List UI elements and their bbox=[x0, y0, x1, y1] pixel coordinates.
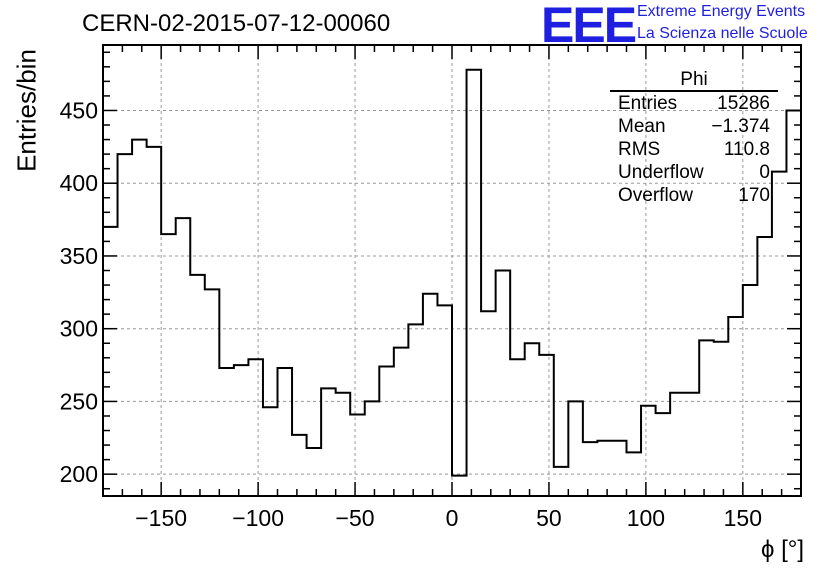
histogram-bin bbox=[481, 311, 496, 496]
histogram-bin bbox=[728, 317, 743, 496]
stats-label: Overflow bbox=[618, 185, 693, 206]
histogram-bin bbox=[568, 401, 583, 496]
tick-labels: −150 −100 −50 0 50 100 150 200 250 300 350 400 450 bbox=[60, 97, 762, 531]
histogram-bin bbox=[248, 359, 263, 496]
histogram-bin bbox=[714, 342, 729, 496]
stats-value: 15286 bbox=[717, 93, 770, 114]
run-title: CERN-02-2015-07-12-00060 bbox=[82, 10, 391, 37]
histogram-bin bbox=[757, 237, 772, 496]
y-tick-label: 200 bbox=[60, 461, 98, 487]
stats-label: Mean bbox=[618, 116, 666, 137]
histogram-bin bbox=[205, 289, 220, 496]
y-tick-label: 300 bbox=[60, 316, 98, 342]
histogram-bin bbox=[641, 406, 656, 496]
histogram-bin bbox=[263, 407, 278, 496]
histogram-bin bbox=[656, 413, 671, 496]
histogram-bin bbox=[423, 294, 438, 496]
histogram-bin bbox=[772, 172, 787, 496]
histogram-bin bbox=[190, 275, 205, 496]
histogram-bin bbox=[176, 218, 191, 496]
histogram-bin bbox=[525, 343, 540, 496]
histogram-bin bbox=[219, 368, 234, 496]
stats-box: Phi Entries 15286 Mean −1.374 RMS 110.8 … bbox=[610, 70, 778, 207]
logo-caption-line1: Extreme Energy Events bbox=[637, 3, 806, 20]
histogram-bin bbox=[278, 368, 293, 496]
histogram-bin bbox=[307, 448, 322, 496]
stats-label: RMS bbox=[618, 139, 661, 160]
x-axis-label: ϕ [°] bbox=[760, 536, 804, 563]
histogram-bin bbox=[452, 476, 467, 496]
stats-row-overflow: Overflow 170 bbox=[610, 184, 778, 207]
y-tick-label: 450 bbox=[60, 97, 98, 123]
x-tick-label: 100 bbox=[627, 505, 665, 531]
stats-title: Phi bbox=[610, 70, 778, 92]
histogram-bin bbox=[408, 324, 423, 496]
histogram-bin bbox=[612, 441, 627, 496]
x-tick-label: −100 bbox=[232, 505, 284, 531]
histogram-bin bbox=[467, 70, 482, 496]
x-tick-label: −150 bbox=[135, 505, 187, 531]
histogram-bin bbox=[670, 393, 685, 496]
eee-logo: EEE bbox=[541, 0, 637, 53]
histogram-bin bbox=[321, 388, 336, 496]
x-tick-label: 0 bbox=[446, 505, 459, 531]
histogram-bin bbox=[132, 140, 147, 496]
histogram-bin bbox=[379, 367, 394, 496]
histogram-bin bbox=[554, 467, 569, 496]
stats-label: Underflow bbox=[618, 162, 704, 183]
histogram-bin bbox=[234, 365, 249, 496]
histogram-bin bbox=[685, 393, 700, 496]
y-axis-label: Entries/bin bbox=[11, 49, 42, 172]
histogram-bin bbox=[336, 393, 351, 496]
histogram-bin bbox=[496, 271, 511, 497]
histogram-bin bbox=[699, 340, 714, 496]
stats-row-underflow: Underflow 0 bbox=[610, 161, 778, 184]
stats-label: Entries bbox=[618, 93, 678, 114]
histogram-bin bbox=[510, 359, 525, 496]
histogram-bin bbox=[292, 435, 307, 496]
stats-row-entries: Entries 15286 bbox=[610, 92, 778, 115]
stats-value: −1.374 bbox=[711, 116, 770, 137]
histogram-bin bbox=[627, 452, 642, 496]
stats-value: 110.8 bbox=[723, 139, 770, 160]
histogram-bin bbox=[350, 415, 365, 496]
y-tick-label: 350 bbox=[60, 243, 98, 269]
histogram-bin bbox=[161, 234, 176, 496]
stats-value: 170 bbox=[738, 185, 770, 206]
stats-row-rms: RMS 110.8 bbox=[610, 138, 778, 161]
axis-ticks bbox=[102, 45, 802, 496]
histogram-bin bbox=[539, 355, 554, 496]
histogram-bin bbox=[437, 305, 452, 496]
histogram-bin bbox=[583, 442, 598, 496]
stats-value: 0 bbox=[759, 162, 770, 183]
x-tick-label: 150 bbox=[724, 505, 762, 531]
histogram-bin bbox=[394, 348, 409, 496]
x-tick-label: −50 bbox=[336, 505, 375, 531]
stats-row-mean: Mean −1.374 bbox=[610, 115, 778, 138]
histogram-bin bbox=[118, 154, 133, 496]
y-tick-label: 250 bbox=[60, 388, 98, 414]
histogram-bin bbox=[147, 147, 162, 496]
logo-caption-line2: La Scienza nelle Scuole bbox=[637, 25, 808, 42]
histogram-bins bbox=[103, 68, 802, 497]
histogram-bin bbox=[365, 401, 380, 496]
x-tick-label: 50 bbox=[536, 505, 562, 531]
histogram-bin bbox=[103, 227, 118, 496]
histogram-bin bbox=[597, 441, 612, 496]
y-tick-label: 400 bbox=[60, 170, 98, 196]
histogram-bin bbox=[743, 285, 758, 496]
histogram-outline bbox=[103, 68, 802, 477]
